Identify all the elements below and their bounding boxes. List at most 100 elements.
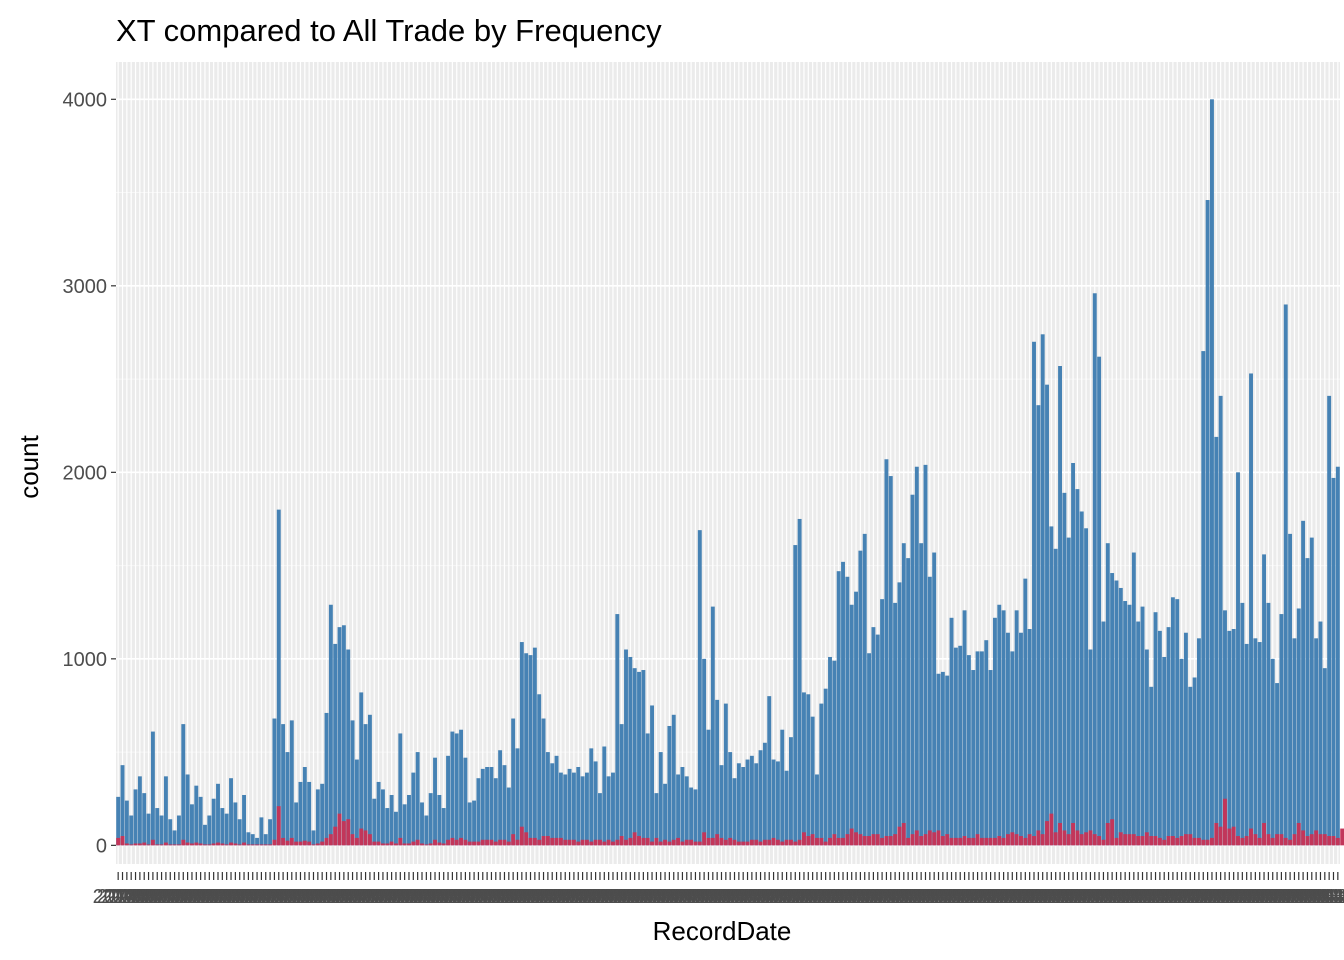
x-tick-label: 2018- xyxy=(1312,886,1344,908)
bar-xt xyxy=(220,843,225,846)
bar-all-trade xyxy=(420,802,424,846)
bar-all-trade xyxy=(828,656,832,846)
x-tick-label: 2018- xyxy=(926,886,977,908)
bar-all-trade xyxy=(1244,643,1249,846)
bar-xt xyxy=(832,834,837,846)
bar-all-trade xyxy=(1301,520,1306,846)
bar-all-trade xyxy=(624,649,628,846)
x-tick-label: 2018- xyxy=(1286,886,1337,908)
bar-all-trade xyxy=(663,783,668,846)
bar-xt xyxy=(854,832,858,846)
bar-xt xyxy=(676,837,681,846)
bar-all-trade xyxy=(897,582,902,846)
x-tick-label: 2018- xyxy=(930,886,981,908)
x-tick-label: 2018- xyxy=(462,886,513,908)
x-tick-label: 2018- xyxy=(1299,886,1344,908)
x-tick-label: 2018- xyxy=(735,886,786,908)
bar-xt xyxy=(407,843,411,846)
x-tick-label: 2018- xyxy=(835,886,886,908)
bar-all-trade xyxy=(246,832,251,846)
bar-all-trade xyxy=(380,789,385,846)
x-tick-label: 2018- xyxy=(357,886,408,908)
bar-all-trade xyxy=(602,746,607,846)
bar-xt xyxy=(489,839,494,846)
bar-xt xyxy=(1331,836,1336,846)
bar-xt xyxy=(910,834,915,846)
x-tick-label: 2018- xyxy=(600,886,651,908)
x-tick-label: 2018- xyxy=(904,886,955,908)
bar-xt xyxy=(932,832,937,846)
bar-xt xyxy=(1010,832,1015,846)
bar-xt xyxy=(524,832,529,846)
bar-all-trade xyxy=(1223,610,1227,846)
x-tick-label: 2018- xyxy=(527,886,578,908)
x-tick-label: 2018- xyxy=(1026,886,1077,908)
bar-xt xyxy=(1262,822,1266,846)
bar-xt xyxy=(1314,830,1319,846)
bar-xt xyxy=(272,839,277,846)
bar-all-trade xyxy=(480,768,485,846)
bar-xt xyxy=(619,836,624,846)
bar-xt xyxy=(476,841,481,846)
x-tick-label: 2018- xyxy=(843,886,894,908)
bar-xt xyxy=(901,822,906,846)
x-tick-label: 2018- xyxy=(896,886,947,908)
x-tick-label: 2018- xyxy=(262,886,313,908)
bar-all-trade xyxy=(172,830,177,846)
bar-xt xyxy=(394,843,398,846)
bar-all-trade xyxy=(736,763,741,846)
bar-xt xyxy=(1301,830,1306,846)
x-tick-label: 2018- xyxy=(770,886,821,908)
bar-xt xyxy=(311,844,316,846)
bar-all-trade xyxy=(424,815,429,846)
bar-all-trade xyxy=(1092,293,1097,846)
bar-all-trade xyxy=(376,781,381,846)
bar-all-trade xyxy=(1249,373,1253,846)
bar-xt xyxy=(966,837,971,846)
x-tick-label: 2018- xyxy=(323,886,374,908)
bar-all-trade xyxy=(919,543,924,846)
x-tick-label: 2018- xyxy=(1126,886,1177,908)
bar-xt xyxy=(667,841,672,846)
x-tick-label: 2018- xyxy=(826,886,877,908)
x-tick-label: 2018- xyxy=(852,886,903,908)
bar-xt xyxy=(441,843,446,846)
x-tick-label: 2018- xyxy=(418,886,469,908)
x-tick-label: 2018- xyxy=(249,886,300,908)
bar-xt xyxy=(1097,836,1102,846)
bar-all-trade xyxy=(945,675,950,846)
bar-all-trade xyxy=(120,765,125,846)
bar-xt xyxy=(289,837,294,846)
x-tick-label: 2018- xyxy=(1069,886,1120,908)
bar-xt xyxy=(593,839,598,846)
bar-all-trade xyxy=(524,653,529,846)
bar-xt xyxy=(298,841,303,846)
bar-xt xyxy=(211,843,216,846)
bar-xt xyxy=(163,842,168,846)
bar-xt xyxy=(602,841,607,846)
x-tick-label: 2018- xyxy=(375,886,426,908)
bar-xt xyxy=(1179,836,1184,846)
x-tick-label: 2018- xyxy=(370,886,421,908)
bar-xt xyxy=(1079,834,1084,846)
bar-all-trade xyxy=(906,558,911,846)
x-tick-label: 2018- xyxy=(331,886,382,908)
bar-all-trade xyxy=(962,610,967,846)
bar-xt xyxy=(398,837,403,846)
bar-all-trade xyxy=(1053,548,1058,846)
bar-xt xyxy=(888,836,893,846)
x-tick-label: 2018- xyxy=(514,886,565,908)
bar-xt xyxy=(237,844,242,846)
bar-xt xyxy=(1157,837,1162,846)
x-tick-label: 2018- xyxy=(301,886,352,908)
bar-xt xyxy=(823,841,828,846)
bar-xt xyxy=(802,832,806,846)
bar-all-trade xyxy=(819,703,824,846)
bar-xt xyxy=(1192,837,1197,846)
bar-all-trade xyxy=(923,464,928,846)
x-tick-label: 2018- xyxy=(522,886,573,908)
bar-xt xyxy=(671,839,676,846)
bar-all-trade xyxy=(693,789,698,846)
bar-all-trade xyxy=(1262,554,1266,846)
bar-xt xyxy=(246,844,251,846)
